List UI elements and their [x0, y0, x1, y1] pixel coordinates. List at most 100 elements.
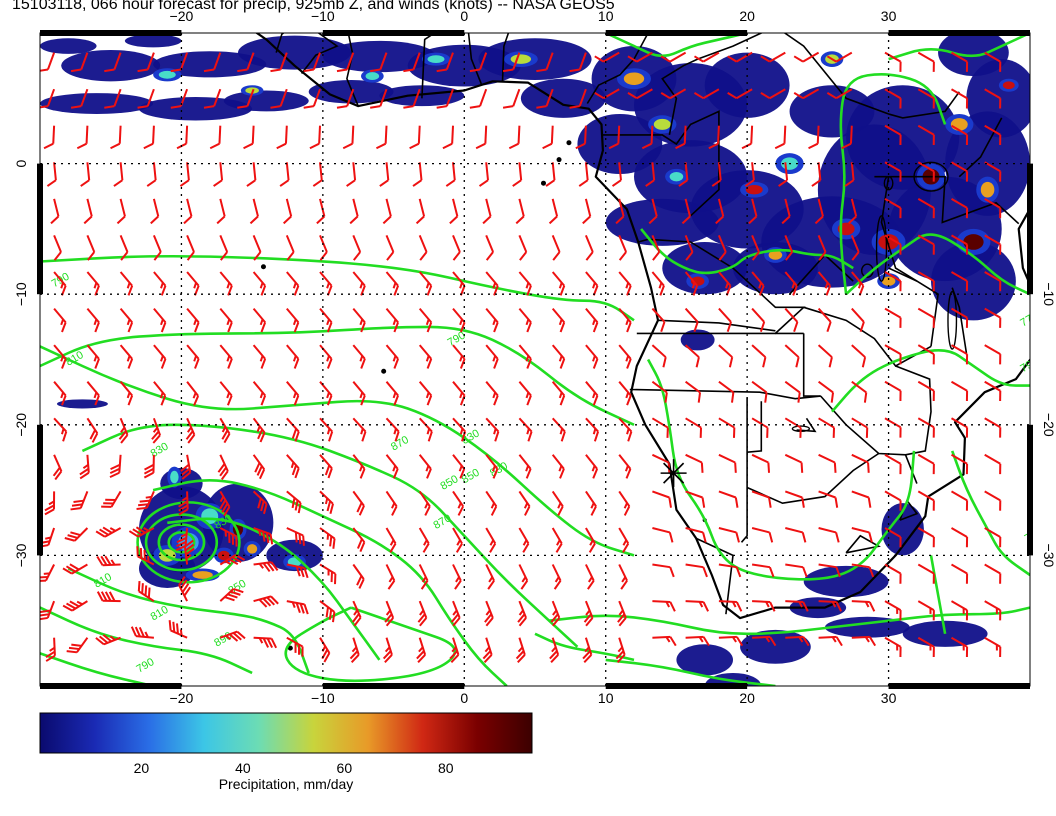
wind-barb: [502, 88, 521, 109]
wind-barb-flag: [309, 142, 320, 150]
wind-barb-shaft: [717, 235, 727, 253]
wind-barb-shaft: [717, 125, 720, 144]
wind-barb-flag: [524, 505, 531, 516]
wind-barb-flag: [652, 251, 661, 261]
precip-peak: [365, 72, 380, 81]
wind-barb-flag: [120, 251, 129, 261]
wind-barb: [43, 125, 56, 150]
wind-barb-shaft: [418, 198, 426, 217]
wind-barb-flag: [243, 142, 254, 150]
wind-barb-shaft: [851, 527, 870, 534]
wind-barb-shaft: [279, 88, 288, 107]
wind-barb-flag: [542, 142, 553, 150]
wind-barb-flag: [623, 502, 628, 509]
lon-tick-bottom: 10: [598, 690, 614, 706]
wind-barb-flag: [220, 470, 229, 481]
wind-barb-flag: [217, 463, 226, 473]
wind-barb: [518, 454, 532, 479]
wind-barb-flag: [622, 543, 630, 553]
wind-barb: [40, 600, 56, 621]
wind-barb-shaft: [851, 307, 865, 323]
wind-barb-flag: [203, 105, 215, 109]
wind-barb-flag: [732, 636, 737, 643]
wind-barb-shaft: [351, 125, 355, 144]
wind-barb: [286, 381, 300, 406]
wind-barb-flag: [899, 61, 902, 72]
wind-barb-flag: [375, 142, 387, 150]
wind-barb-flag: [359, 392, 364, 399]
wind-barb: [951, 198, 969, 219]
wind-barb-shaft: [617, 125, 621, 144]
wind-barb-flag: [316, 215, 326, 225]
wind-barb-layer: [40, 51, 1002, 664]
wind-barb: [847, 198, 858, 225]
wind-barb-shaft: [817, 235, 827, 253]
wind-barb-shaft: [52, 125, 56, 144]
wind-barb-shaft: [669, 51, 687, 63]
wind-barb: [286, 271, 300, 296]
wind-barb: [79, 454, 90, 480]
wind-barb-shaft: [717, 198, 725, 217]
wind-barb-flag: [552, 617, 561, 627]
wind-barb: [80, 162, 91, 187]
wind-barb: [984, 51, 1002, 72]
wind-barb-flag: [426, 395, 433, 406]
wind-barb-flag: [48, 500, 55, 506]
wind-barb-shaft: [318, 125, 321, 144]
wind-barb: [651, 380, 668, 403]
wind-barb: [717, 235, 727, 261]
wind-barb-flag: [219, 496, 225, 503]
wind-barb-flag: [525, 468, 532, 479]
wind-barb-flag: [184, 539, 194, 548]
wind-barb-flag: [324, 464, 331, 476]
map-border: [39, 32, 1031, 687]
wind-barb-shaft: [352, 198, 359, 217]
wind-barb-flag: [144, 585, 148, 596]
country-border: [746, 452, 880, 505]
wind-barb: [984, 563, 1002, 584]
wind-barb-flag: [861, 356, 867, 368]
wind-barb: [45, 637, 56, 662]
wind-barb-flag: [379, 179, 389, 187]
wind-barb: [684, 344, 700, 368]
wind-barb-flag: [450, 654, 460, 664]
wind-barb-flag: [799, 427, 802, 438]
wind-barb: [119, 271, 134, 296]
wind-barb-shaft: [219, 162, 224, 181]
wind-barb-flag: [219, 466, 227, 477]
wind-barb-flag: [559, 358, 566, 369]
wind-barb-shaft: [951, 271, 968, 282]
wind-barb: [62, 600, 88, 612]
wind-barb: [884, 234, 902, 255]
wind-barb: [349, 637, 360, 664]
wind-barb-flag: [219, 499, 227, 510]
wind-barb: [884, 344, 902, 365]
wind-barb-flag: [785, 251, 793, 261]
wind-barb: [209, 125, 222, 150]
wind-barb: [751, 271, 765, 296]
height-contour: [40, 652, 154, 686]
wind-barb-flag: [867, 497, 872, 508]
wind-barb: [276, 125, 288, 150]
wind-barb-flag: [108, 591, 116, 602]
wind-barb-shaft: [685, 563, 704, 569]
wind-barb: [53, 344, 67, 369]
wind-barb: [984, 161, 1002, 182]
wind-barb-shaft: [851, 490, 870, 499]
wind-barb: [237, 88, 255, 109]
wind-barb: [685, 380, 702, 403]
wind-barb-flag: [592, 358, 599, 369]
wind-barb: [652, 600, 676, 612]
wind-barb-flag: [569, 68, 580, 73]
wind-barb-flag: [442, 142, 453, 150]
wind-barb: [611, 162, 622, 187]
wind-barb-shaft: [651, 198, 658, 217]
colorbar-tick: 40: [235, 760, 251, 776]
wind-barb: [104, 88, 122, 109]
wind-barb: [718, 453, 737, 473]
wind-barb-flag: [932, 244, 935, 255]
wind-barb-flag: [178, 508, 189, 516]
wind-barb-flag: [128, 530, 139, 538]
wind-barb-flag: [698, 601, 704, 608]
wind-barb-flag: [626, 395, 632, 406]
